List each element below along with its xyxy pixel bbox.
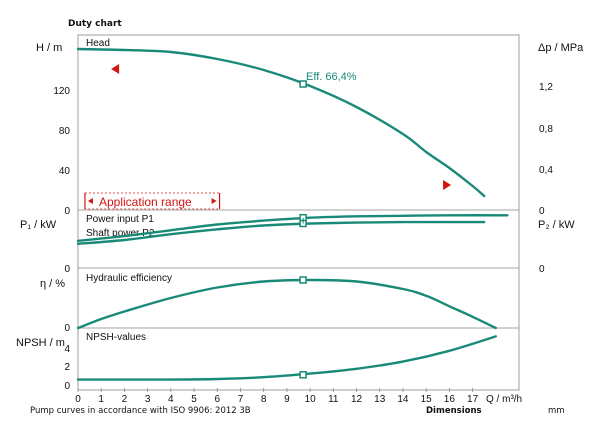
pressure-tick-0-4: 0,4 — [539, 165, 553, 176]
x-tick-label: 8 — [261, 394, 267, 405]
x-tick-label: 12 — [351, 394, 363, 405]
efficiency-tick-0: 0 — [64, 323, 70, 334]
npsh-ylabel: NPSH / m — [16, 337, 65, 349]
power-right-tick-0: 0 — [539, 264, 545, 275]
head-operating-point — [299, 80, 307, 88]
range-marker-right-icon — [443, 180, 452, 190]
x-tick-label: 11 — [328, 394, 339, 405]
npsh-curve — [76, 335, 497, 381]
x-tick-label: 6 — [214, 394, 220, 405]
plot-frame — [77, 34, 520, 391]
range-marker-left-icon — [111, 64, 120, 74]
footer-dimensions: Dimensions — [426, 406, 482, 416]
npsh-tick-4: 4 — [64, 344, 70, 355]
head-tick-0: 0 — [64, 206, 70, 217]
head-ylabel-right: Δp / MPa — [538, 42, 584, 54]
application-range-arrow-left — [87, 198, 93, 204]
x-tick-label: 4 — [168, 394, 174, 405]
head-tick-80: 80 — [59, 126, 71, 137]
efficiency-operating-point — [299, 276, 307, 284]
npsh-tick-2: 2 — [64, 362, 70, 373]
footer-standard: Pump curves in accordance with ISO 9906:… — [30, 406, 251, 416]
x-tick-label: 2 — [122, 394, 128, 405]
power-tick-0: 0 — [64, 264, 70, 275]
chart-title: Duty chart — [68, 19, 122, 29]
application-range-arrow-right — [211, 198, 217, 204]
x-tick-label: 10 — [305, 394, 317, 405]
power-ylabel-right: P₂ / kW — [538, 219, 575, 231]
application-range: Application range — [84, 192, 221, 210]
power-input-curve — [76, 214, 509, 243]
shaft-power-label: Shaft power P2 — [86, 228, 155, 239]
x-tick-label: 13 — [374, 394, 386, 405]
x-tick-label: 16 — [444, 394, 456, 405]
head-tick-40: 40 — [59, 166, 71, 177]
efficiency-series-label: Hydraulic efficiency — [86, 273, 172, 284]
footer-unit: mm — [548, 406, 565, 416]
x-tick-label: 15 — [421, 394, 433, 405]
application-range-label: Application range — [99, 195, 192, 209]
x-tick-label: 14 — [397, 394, 409, 405]
x-axis-ticks: 0 1 2 3 4 5 6 7 8 9 10 11 12 13 14 15 16 17 — [75, 388, 479, 405]
x-tick-label: 0 — [75, 394, 81, 405]
x-axis-label: Q / m³/h — [486, 394, 522, 405]
efficiency-ylabel: η / % — [40, 278, 65, 290]
efficiency-annotation: Eff. 66,4% — [306, 71, 357, 83]
npsh-series-label: NPSH-values — [86, 332, 146, 343]
npsh-operating-point — [299, 371, 307, 379]
pressure-tick-1-2: 1,2 — [539, 82, 553, 93]
shaft-power-curve — [76, 220, 486, 245]
pressure-tick-0-8: 0,8 — [539, 124, 553, 135]
power-input-label: Power input P1 — [86, 214, 154, 225]
x-tick-label: 1 — [98, 394, 104, 405]
npsh-tick-0: 0 — [64, 381, 70, 392]
power-ylabel-left: P₁ / kW — [20, 219, 57, 231]
npsh-left-ticks: 4 2 0 — [64, 344, 70, 392]
head-left-ticks: 120 80 40 0 — [53, 86, 70, 217]
x-tick-label: 17 — [467, 394, 479, 405]
head-right-ticks: 1,2 0,8 0,4 0 — [539, 82, 553, 217]
head-tick-120: 120 — [53, 86, 70, 97]
efficiency-curve — [76, 278, 497, 330]
x-tick-label: 3 — [145, 394, 151, 405]
head-series-label: Head — [86, 38, 110, 49]
head-curve — [76, 47, 486, 198]
x-tick-label: 5 — [191, 394, 197, 405]
head-ylabel: H / m — [36, 42, 62, 54]
x-tick-label: 9 — [284, 394, 290, 405]
pressure-tick-0: 0 — [539, 206, 545, 217]
x-tick-label: 7 — [238, 394, 244, 405]
